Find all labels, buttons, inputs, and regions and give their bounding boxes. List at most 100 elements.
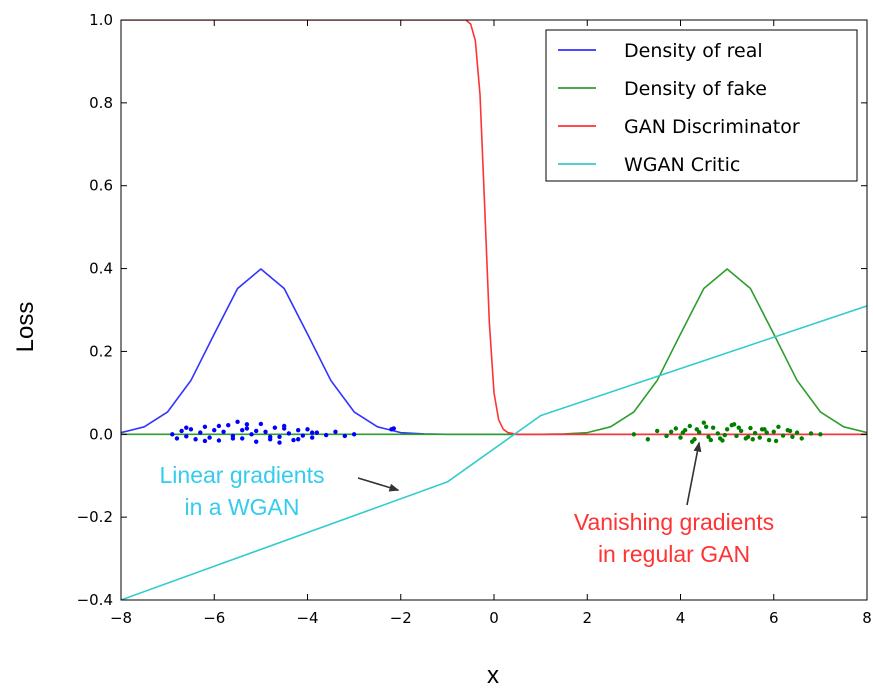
fake-sample-point [703,424,709,430]
real-sample-point [263,429,268,434]
y-tick-label: 0.0 [89,425,113,443]
real-sample-point [184,434,189,439]
real-sample-point [305,427,310,432]
scatter-layer [170,419,823,445]
real-sample-point [309,430,315,435]
series-line-2 [121,268,867,436]
real-sample-point [268,434,273,439]
real-sample-point [230,436,236,441]
fake-sample-point [701,420,707,425]
x-tick-label: −2 [390,609,412,627]
real-sample-point [244,422,250,427]
fake-sample-point [668,429,674,434]
real-sample-point [179,428,184,434]
x-tick-label: −8 [110,609,132,627]
fake-sample-point [708,437,714,443]
real-sample-point [323,432,329,438]
y-tick-label: −0.4 [77,591,113,609]
legend-label: Density of fake [624,78,767,100]
x-tick-label: −4 [296,609,318,627]
fake-sample-point [680,430,686,435]
real-sample-point [202,438,208,444]
fake-sample-point [736,425,741,430]
annotation-layer: Linear gradients in a WGAN Vanishing gradi… [160,441,774,567]
fake-sample-point [689,439,695,444]
fake-sample-point [748,425,753,431]
real-sample-point [207,435,212,440]
real-sample-point [333,429,338,434]
real-sample-point [235,419,240,425]
fake-sample-point [771,429,776,434]
series-layer [121,20,867,600]
real-sample-point [240,427,245,433]
real-sample-point [351,432,357,437]
y-tick-label: 0.2 [89,342,113,360]
y-tick-label: 0.8 [89,94,113,112]
fake-sample-point [710,425,716,430]
fake-sample-point [745,434,751,439]
x-tick-label: −6 [203,609,225,627]
real-sample-point [212,427,217,433]
fake-sample-point [724,427,730,432]
fake-sample-point [794,430,800,435]
fake-sample-point [664,433,669,439]
y-tick-label: −0.2 [77,508,113,526]
fake-sample-point [687,423,693,429]
legend-frame [545,29,858,182]
y-tick-label: 1.0 [89,11,113,29]
fake-sample-point [678,435,683,440]
fake-sample-point [752,430,758,436]
annotation-text: in a WGAN [184,494,299,520]
legend-label: WGAN Critic [624,154,740,176]
real-sample-point [342,433,347,439]
fake-sample-point [764,430,769,435]
x-tick-label: 0 [489,609,499,627]
fake-sample-point [780,433,786,438]
real-sample-point [244,426,250,431]
fake-sample-point [759,427,765,432]
fake-sample-point [673,426,679,431]
fake-sample-point [790,434,795,439]
real-sample-point [295,427,301,433]
legend-label: GAN Discriminator [624,116,800,138]
real-sample-point [277,440,282,445]
real-sample-point [184,425,189,430]
x-axis-title: x [487,662,499,689]
fake-sample-point [773,438,779,444]
tick-layer: −8 −6 −4 −2 0 2 4 6 8 −0.4 −0.2 0.0 0.2 0.4 0.6 0.8 1.0 [77,11,872,627]
fake-sample-point [808,431,814,436]
real-sample-point [281,426,287,431]
real-sample-point [202,424,208,430]
real-sample-point [254,439,259,444]
fake-sample-point [645,437,651,442]
real-sample-point [391,426,396,431]
fake-sample-point [717,436,723,441]
legend: Density of real Density of fake GAN Discri… [545,29,858,182]
real-sample-point [314,430,320,435]
real-sample-point [300,433,306,438]
legend-label: Density of real [624,40,763,62]
fake-sample-point [750,437,755,442]
fake-sample-point [631,432,637,437]
real-sample-point [170,432,175,437]
real-sample-point [193,437,198,442]
x-tick-label: 2 [582,609,592,627]
fake-sample-point [731,422,737,427]
real-sample-point [286,431,292,436]
y-tick-label: 0.6 [89,177,113,195]
real-sample-point [174,436,180,441]
x-tick-label: 8 [862,609,872,627]
annotation-text: in regular GAN [598,541,750,567]
fake-sample-point [757,435,762,440]
fake-sample-point [766,437,772,443]
fake-sample-point [738,428,744,434]
series-line-4 [121,305,867,600]
real-sample-point [295,437,301,442]
real-sample-point [226,422,231,428]
real-sample-point [221,429,226,434]
real-sample-point [258,421,264,427]
x-tick-label: 4 [676,609,686,627]
real-sample-point [216,438,222,443]
real-sample-point [272,425,278,430]
